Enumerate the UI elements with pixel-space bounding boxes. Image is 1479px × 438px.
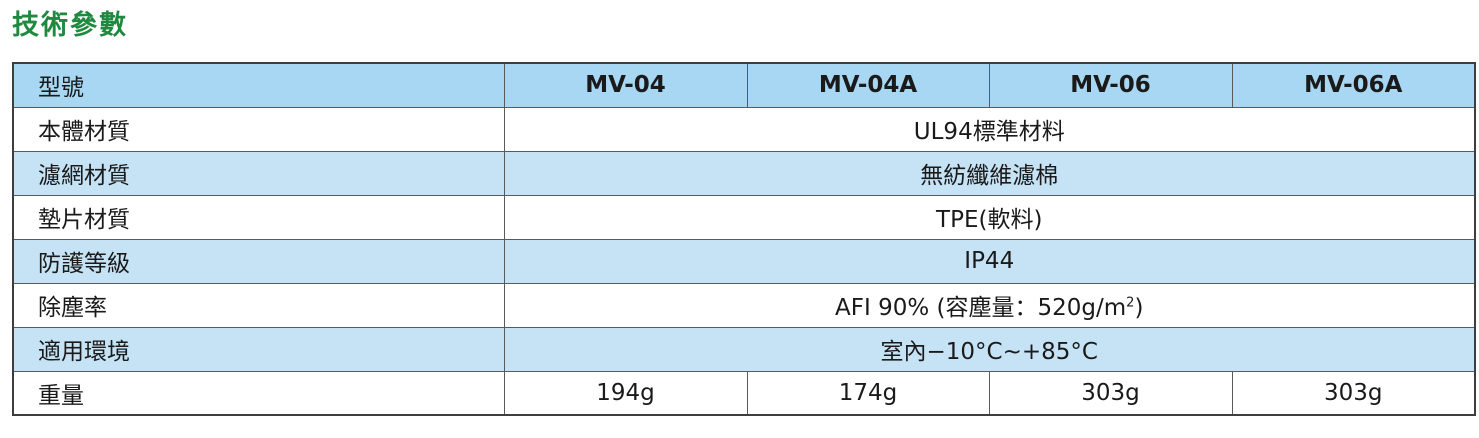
row-value: 無紡纖維濾棉 xyxy=(503,150,1476,196)
table-row-weight: 重量 194g 174g 303g 303g xyxy=(12,370,1476,416)
table-row-body-material: 本體材質 UL94標準材料 xyxy=(12,106,1476,152)
row-label: 適用環境 xyxy=(12,326,505,372)
table-row-environment: 適用環境 室內−10°C~+85°C xyxy=(12,326,1476,372)
table-row-filter-material: 濾網材質 無紡纖維濾棉 xyxy=(12,150,1476,196)
table-row-gasket-material: 墊片材質 TPE(軟料) xyxy=(12,194,1476,240)
row-label: 本體材質 xyxy=(12,106,505,152)
superscript: 2 xyxy=(1126,295,1135,311)
row-value-prefix: AFI 90% (容塵量：520g/m xyxy=(835,295,1127,321)
row-label: 除塵率 xyxy=(12,282,505,328)
page-title: 技術參數 xyxy=(12,10,128,41)
row-value: IP44 xyxy=(503,238,1476,284)
weight-mv-06a: 303g xyxy=(1231,370,1476,416)
row-label: 濾網材質 xyxy=(12,150,505,196)
table-header-row: 型號 MV-04 MV-04A MV-06 MV-06A xyxy=(12,62,1476,108)
weight-mv-04: 194g xyxy=(503,370,748,416)
weight-mv-04a: 174g xyxy=(746,370,990,416)
header-label: 型號 xyxy=(12,62,505,108)
table-row-protection-rating: 防護等級 IP44 xyxy=(12,238,1476,284)
row-value: AFI 90% (容塵量：520g/m2) xyxy=(503,282,1476,328)
model-header-mv-06: MV-06 xyxy=(988,62,1233,108)
row-value: TPE(軟料) xyxy=(503,194,1476,240)
row-value: UL94標準材料 xyxy=(503,106,1476,152)
row-value: 室內−10°C~+85°C xyxy=(503,326,1476,372)
row-value-suffix: ) xyxy=(1134,295,1144,321)
row-label: 重量 xyxy=(12,370,505,416)
weight-mv-06: 303g xyxy=(988,370,1233,416)
spec-table: 型號 MV-04 MV-04A MV-06 MV-06A 本體材質 UL94標準… xyxy=(12,62,1476,416)
model-header-mv-06a: MV-06A xyxy=(1231,62,1476,108)
row-label: 防護等級 xyxy=(12,238,505,284)
model-header-mv-04a: MV-04A xyxy=(746,62,990,108)
model-header-mv-04: MV-04 xyxy=(503,62,748,108)
row-label: 墊片材質 xyxy=(12,194,505,240)
table-row-dust-removal: 除塵率 AFI 90% (容塵量：520g/m2) xyxy=(12,282,1476,328)
